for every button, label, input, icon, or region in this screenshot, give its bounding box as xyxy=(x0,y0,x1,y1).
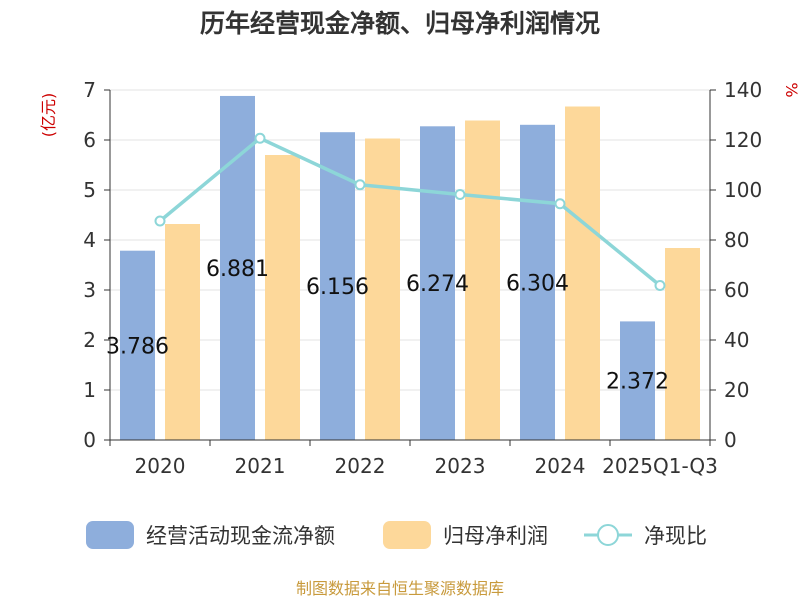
axes-group: 0 1 2 3 4 5 6 7 0 20 40 60 80 100 120 140 2020 2021 2022 20… xyxy=(83,78,762,478)
right-tick-label: 60 xyxy=(724,278,749,302)
ratio-line xyxy=(158,136,662,287)
legend-swatch-cash-flow xyxy=(86,521,134,549)
net-profit-bar xyxy=(265,155,300,440)
legend-label-cash-flow: 经营活动现金流净额 xyxy=(146,524,335,548)
net-profit-bar xyxy=(365,138,400,440)
right-tick-label: 40 xyxy=(724,328,749,352)
x-tick-label: 2021 xyxy=(235,454,286,478)
net-profit-bar xyxy=(165,224,200,440)
net-profit-bar xyxy=(465,120,500,440)
ratio-point xyxy=(354,179,366,191)
cash-flow-bar xyxy=(120,250,155,440)
left-axis-unit: (亿元) xyxy=(39,93,58,138)
net-profit-bar xyxy=(565,106,600,440)
legend[interactable]: 经营活动现金流净额 归母净利润 净现比 xyxy=(86,521,707,549)
right-tick-label: 80 xyxy=(724,228,749,252)
cash-flow-bar xyxy=(220,95,255,440)
cash-flow-bar xyxy=(320,132,355,440)
cash-flow-data-label: 2.372 xyxy=(606,370,669,395)
left-tick-label: 3 xyxy=(83,278,96,302)
cash-flow-data-label: 6.274 xyxy=(406,272,469,297)
left-tick-label: 6 xyxy=(83,128,96,152)
x-tick-label: 2023 xyxy=(435,454,486,478)
left-tick-label: 7 xyxy=(83,78,96,102)
x-tick-label: 2024 xyxy=(535,454,586,478)
cash-flow-data-label: 6.156 xyxy=(306,275,369,300)
right-tick-label: 100 xyxy=(724,178,762,202)
left-tick-label: 0 xyxy=(83,428,96,452)
legend-swatch-ratio-marker xyxy=(597,524,619,546)
x-tick-label: 2022 xyxy=(335,454,386,478)
legend-label-net-profit: 归母净利润 xyxy=(443,524,548,548)
legend-label-ratio: 净现比 xyxy=(644,524,707,548)
left-tick-label: 4 xyxy=(83,228,96,252)
right-tick-label: 20 xyxy=(724,378,749,402)
source-note: 制图数据来自恒生聚源数据库 xyxy=(296,579,504,598)
cash-flow-bar xyxy=(620,321,655,440)
ratio-point xyxy=(454,189,466,200)
right-axis-unit: % xyxy=(782,82,800,97)
ratio-point xyxy=(654,280,666,291)
net-profit-bar xyxy=(665,248,700,440)
right-tick-label: 140 xyxy=(724,78,762,102)
legend-swatch-net-profit xyxy=(383,521,431,549)
ratio-point xyxy=(254,132,266,144)
right-tick-label: 0 xyxy=(724,428,737,452)
chart-title: 历年经营现金净额、归母净利润情况 xyxy=(200,9,600,38)
ratio-point xyxy=(154,215,166,227)
cash-flow-data-label: 6.304 xyxy=(506,271,569,296)
cash-flow-bar xyxy=(520,124,555,441)
cash-flow-bar xyxy=(420,126,455,441)
ratio-line-group xyxy=(154,132,666,291)
x-tick-label: 2025Q1-Q3 xyxy=(602,454,718,478)
x-tick-label: 2020 xyxy=(135,454,186,478)
left-tick-label: 1 xyxy=(83,378,96,402)
left-tick-label: 5 xyxy=(83,178,96,202)
ratio-point xyxy=(554,198,566,210)
right-tick-label: 120 xyxy=(724,128,762,152)
cash-flow-data-label: 6.881 xyxy=(206,257,269,282)
left-tick-label: 2 xyxy=(83,328,96,352)
bars-group xyxy=(120,95,700,441)
data-labels-group: 3.786 6.881 6.156 6.274 6.304 2.372 xyxy=(106,257,669,395)
cash-flow-data-label: 3.786 xyxy=(106,334,169,359)
